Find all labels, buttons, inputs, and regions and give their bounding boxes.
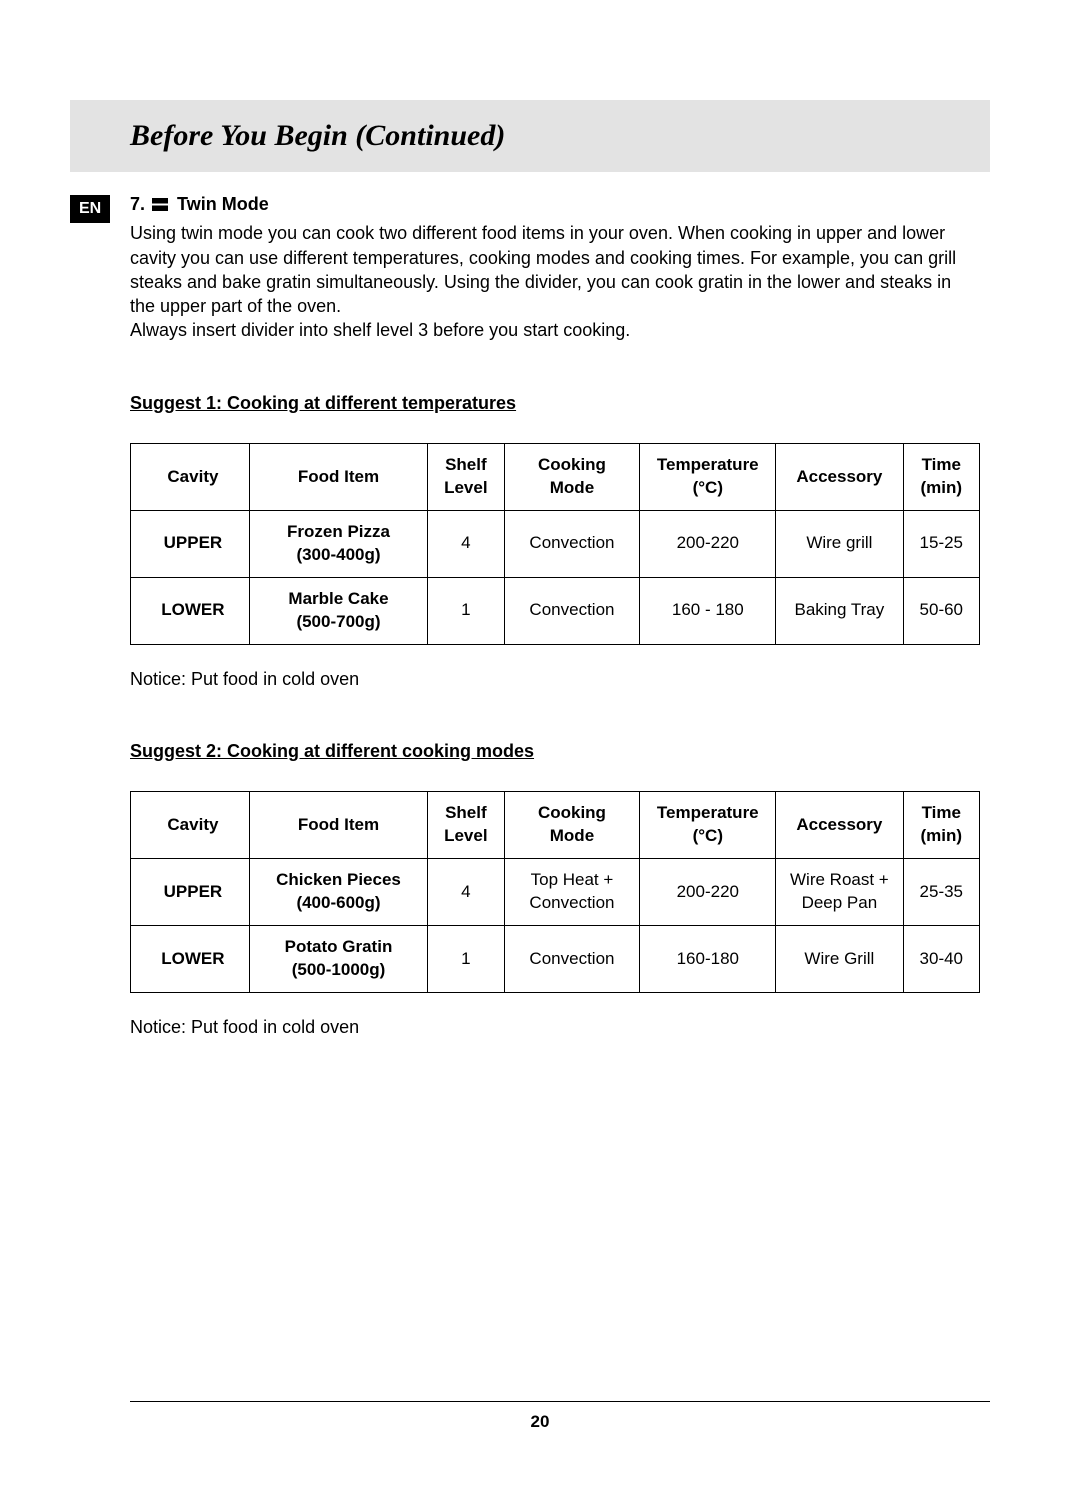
section-number: 7.	[130, 194, 145, 214]
cell-temp: 200-220	[640, 859, 776, 926]
col-temp-l2: (°C)	[646, 477, 769, 500]
food-name: Chicken Pieces	[276, 870, 401, 889]
table-row: UPPER Frozen Pizza (300-400g) 4 Convecti…	[131, 510, 980, 577]
col-shelf-l2: Level	[434, 477, 497, 500]
language-badge: EN	[70, 195, 110, 223]
title-band: Before You Begin (Continued)	[70, 100, 990, 172]
cell-cavity: UPPER	[131, 859, 250, 926]
col-temp: Temperature (°C)	[640, 792, 776, 859]
col-time-l1: Time	[922, 803, 961, 822]
col-shelf: Shelf Level	[428, 792, 504, 859]
col-food: Food Item	[249, 444, 427, 511]
col-shelf-l2: Level	[434, 825, 497, 848]
food-name: Potato Gratin	[285, 937, 393, 956]
col-acc: Accessory	[776, 444, 903, 511]
cell-food: Marble Cake (500-700g)	[249, 577, 427, 644]
col-temp: Temperature (°C)	[640, 444, 776, 511]
col-mode-l1: Cooking	[538, 455, 606, 474]
table-row: LOWER Potato Gratin (500-1000g) 1 Convec…	[131, 926, 980, 993]
cell-mode: Convection	[504, 926, 640, 993]
suggest1-notice: Notice: Put food in cold oven	[130, 667, 980, 691]
content-area: 7. Twin Mode Using twin mode you can coo…	[70, 192, 990, 1039]
cell-time: 50-60	[903, 577, 979, 644]
section-7-heading: 7. Twin Mode	[130, 192, 980, 217]
col-mode-l2: Mode	[511, 825, 634, 848]
food-weight: (500-700g)	[256, 611, 421, 634]
section-7-body: Using twin mode you can cook two differe…	[130, 221, 980, 318]
suggest1-table: Cavity Food Item Shelf Level Cooking Mod…	[130, 443, 980, 645]
col-mode: Cooking Mode	[504, 792, 640, 859]
cell-mode: Convection	[504, 510, 640, 577]
cell-cavity: LOWER	[131, 926, 250, 993]
cell-cavity: LOWER	[131, 577, 250, 644]
cell-shelf: 1	[428, 926, 504, 993]
cell-time: 30-40	[903, 926, 979, 993]
col-shelf: Shelf Level	[428, 444, 504, 511]
col-time-l1: Time	[922, 455, 961, 474]
page-title: Before You Begin (Continued)	[130, 119, 505, 153]
cell-shelf: 1	[428, 577, 504, 644]
section-7-body2: Always insert divider into shelf level 3…	[130, 318, 980, 342]
col-mode-l1: Cooking	[538, 803, 606, 822]
cell-temp: 160 - 180	[640, 577, 776, 644]
cell-shelf: 4	[428, 510, 504, 577]
table-header: Cavity Food Item Shelf Level Cooking Mod…	[131, 444, 980, 511]
col-temp-l1: Temperature	[657, 803, 759, 822]
suggest2-heading: Suggest 2: Cooking at different cooking …	[130, 739, 980, 763]
col-mode: Cooking Mode	[504, 444, 640, 511]
cell-mode: Top Heat + Convection	[504, 859, 640, 926]
cell-time: 15-25	[903, 510, 979, 577]
cell-mode: Convection	[504, 577, 640, 644]
cell-food: Frozen Pizza (300-400g)	[249, 510, 427, 577]
cell-food: Potato Gratin (500-1000g)	[249, 926, 427, 993]
table-header: Cavity Food Item Shelf Level Cooking Mod…	[131, 792, 980, 859]
page: Before You Begin (Continued) EN 7. Twin …	[0, 0, 1080, 1099]
twin-mode-icon	[152, 193, 168, 217]
table-header-row: Cavity Food Item Shelf Level Cooking Mod…	[131, 444, 980, 511]
food-weight: (400-600g)	[256, 892, 421, 915]
cell-acc: Wire Grill	[776, 926, 903, 993]
table-row: UPPER Chicken Pieces (400-600g) 4 Top He…	[131, 859, 980, 926]
col-acc: Accessory	[776, 792, 903, 859]
col-temp-l1: Temperature	[657, 455, 759, 474]
col-cavity: Cavity	[131, 792, 250, 859]
col-cavity: Cavity	[131, 444, 250, 511]
table-header-row: Cavity Food Item Shelf Level Cooking Mod…	[131, 792, 980, 859]
food-name: Marble Cake	[288, 589, 388, 608]
page-number: 20	[0, 1412, 1080, 1432]
cell-shelf: 4	[428, 859, 504, 926]
suggest1-heading: Suggest 1: Cooking at different temperat…	[130, 391, 980, 415]
suggest2-table: Cavity Food Item Shelf Level Cooking Mod…	[130, 791, 980, 993]
food-weight: (300-400g)	[256, 544, 421, 567]
col-time: Time (min)	[903, 792, 979, 859]
cell-temp: 160-180	[640, 926, 776, 993]
food-name: Frozen Pizza	[287, 522, 390, 541]
col-food: Food Item	[249, 792, 427, 859]
food-weight: (500-1000g)	[256, 959, 421, 982]
footer-divider	[130, 1401, 990, 1402]
cell-acc: Wire grill	[776, 510, 903, 577]
col-time-l2: (min)	[910, 825, 973, 848]
col-mode-l2: Mode	[511, 477, 634, 500]
cell-acc: Wire Roast + Deep Pan	[776, 859, 903, 926]
col-time-l2: (min)	[910, 477, 973, 500]
col-temp-l2: (°C)	[646, 825, 769, 848]
col-time: Time (min)	[903, 444, 979, 511]
table-row: LOWER Marble Cake (500-700g) 1 Convectio…	[131, 577, 980, 644]
cell-time: 25-35	[903, 859, 979, 926]
cell-cavity: UPPER	[131, 510, 250, 577]
cell-food: Chicken Pieces (400-600g)	[249, 859, 427, 926]
section-name: Twin Mode	[177, 194, 269, 214]
suggest2-notice: Notice: Put food in cold oven	[130, 1015, 980, 1039]
col-shelf-l1: Shelf	[445, 803, 487, 822]
cell-temp: 200-220	[640, 510, 776, 577]
cell-acc: Baking Tray	[776, 577, 903, 644]
col-shelf-l1: Shelf	[445, 455, 487, 474]
